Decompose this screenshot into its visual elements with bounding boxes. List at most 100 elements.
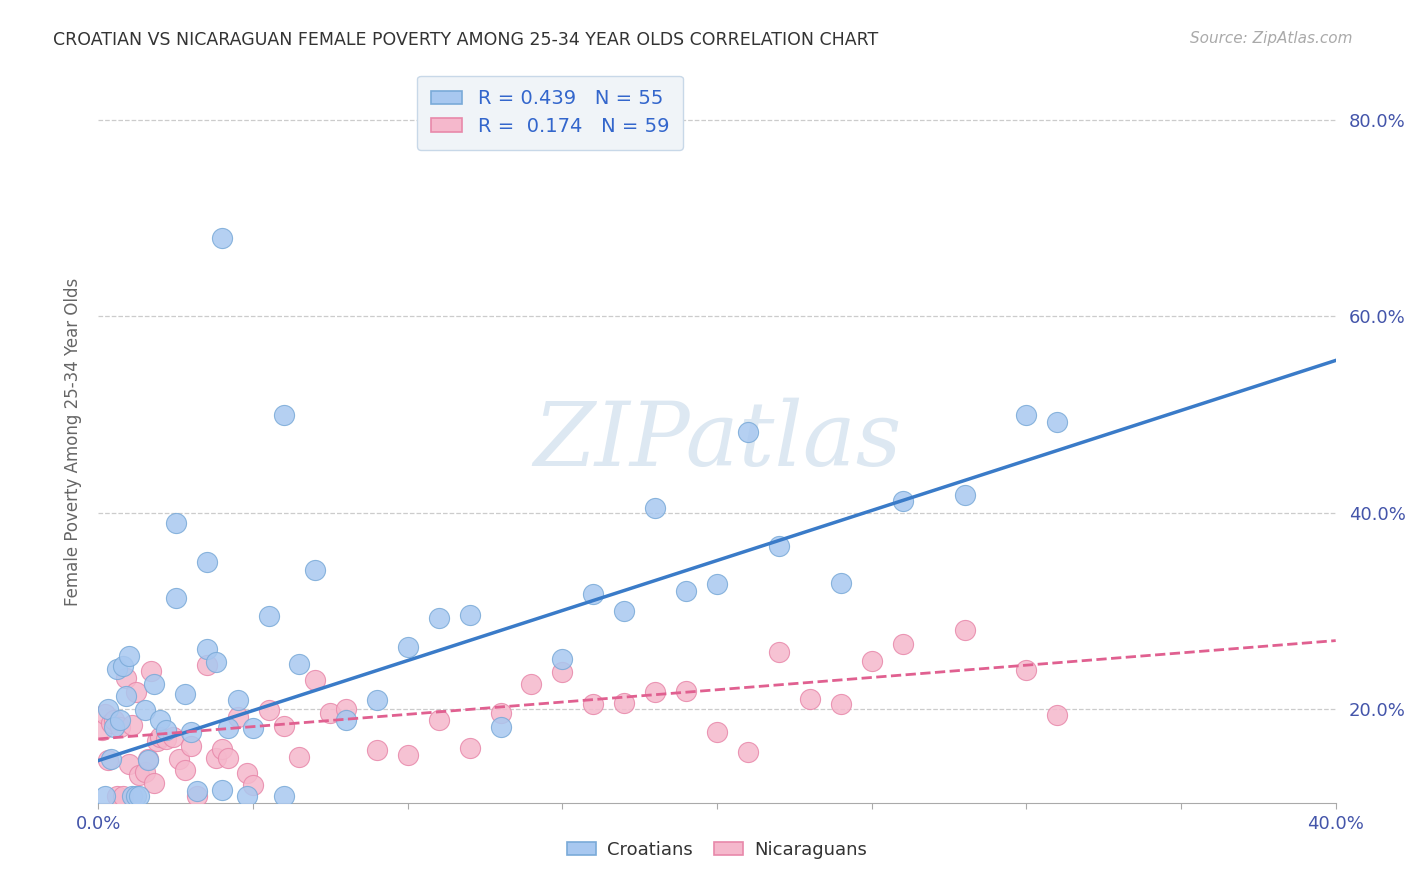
Point [242,778,264,792]
Point [121,789,143,803]
Point [90,723,112,738]
Point [489,720,512,734]
Point [1015,408,1038,422]
Point [174,763,197,777]
Point [128,789,150,803]
Point [195,555,218,569]
Point [236,765,259,780]
Point [136,753,159,767]
Point [139,665,162,679]
Point [103,720,125,734]
Point [115,671,138,685]
Point [799,691,821,706]
Point [108,720,131,734]
Legend: Croatians, Nicaraguans: Croatians, Nicaraguans [560,834,875,866]
Point [195,657,218,672]
Point [273,408,295,422]
Point [93,706,115,721]
Point [644,500,666,515]
Point [304,673,326,687]
Point [288,750,311,764]
Point [100,752,122,766]
Point [236,789,259,803]
Point [155,723,177,738]
Point [165,591,187,606]
Point [891,637,914,651]
Point [257,609,280,624]
Point [143,677,166,691]
Point [1046,415,1069,429]
Point [551,665,574,679]
Point [458,741,481,756]
Point [226,710,249,724]
Text: Source: ZipAtlas.com: Source: ZipAtlas.com [1189,31,1353,46]
Point [186,789,208,803]
Point [195,642,218,657]
Point [100,715,122,730]
Point [186,784,208,798]
Point [427,610,450,624]
Point [675,684,697,698]
Point [143,775,166,789]
Point [162,730,184,744]
Point [489,706,512,721]
Point [155,732,177,747]
Point [273,719,295,733]
Point [582,698,605,712]
Point [304,563,326,577]
Point [105,662,128,676]
Point [115,690,138,704]
Point [167,751,190,765]
Point [520,676,543,690]
Text: ZIPatlas: ZIPatlas [533,398,901,485]
Point [242,721,264,735]
Point [768,539,790,553]
Point [768,645,790,659]
Point [118,756,141,771]
Point [118,648,141,663]
Point [737,745,759,759]
Point [396,748,419,763]
Point [366,742,388,756]
Point [335,713,357,727]
Point [165,516,187,530]
Point [706,577,728,591]
Point [217,751,239,765]
Point [134,702,156,716]
Point [335,702,357,716]
Point [112,659,135,673]
Point [396,640,419,654]
Point [146,734,169,748]
Point [97,753,120,767]
Point [458,608,481,623]
Point [830,576,852,591]
Point [737,425,759,440]
Point [427,713,450,727]
Point [226,693,249,707]
Point [124,685,146,699]
Point [103,713,125,727]
Y-axis label: Female Poverty Among 25-34 Year Olds: Female Poverty Among 25-34 Year Olds [63,277,82,606]
Point [830,697,852,711]
Point [551,652,574,666]
Point [149,730,172,744]
Point [136,752,159,766]
Point [860,655,883,669]
Point [112,789,135,803]
Point [273,789,295,803]
Point [205,751,228,765]
Point [134,764,156,779]
Point [953,623,976,637]
Point [108,713,131,727]
Point [613,604,636,618]
Point [124,789,146,803]
Point [105,789,128,803]
Point [211,742,233,756]
Point [706,724,728,739]
Point [205,655,228,669]
Point [128,768,150,782]
Point [675,584,697,599]
Point [366,692,388,706]
Point [174,687,197,701]
Point [613,696,636,710]
